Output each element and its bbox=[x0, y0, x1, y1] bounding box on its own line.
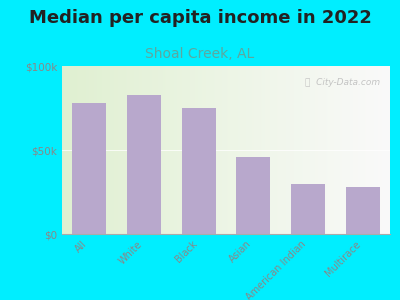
Bar bbox=[291, 184, 325, 234]
Text: Shoal Creek, AL: Shoal Creek, AL bbox=[145, 46, 255, 61]
Text: ⓘ  City-Data.com: ⓘ City-Data.com bbox=[305, 78, 380, 87]
Bar bbox=[236, 157, 270, 234]
Bar bbox=[72, 103, 106, 234]
Bar bbox=[346, 187, 380, 234]
Text: Median per capita income in 2022: Median per capita income in 2022 bbox=[28, 9, 372, 27]
Bar bbox=[127, 94, 161, 234]
Bar bbox=[182, 108, 216, 234]
